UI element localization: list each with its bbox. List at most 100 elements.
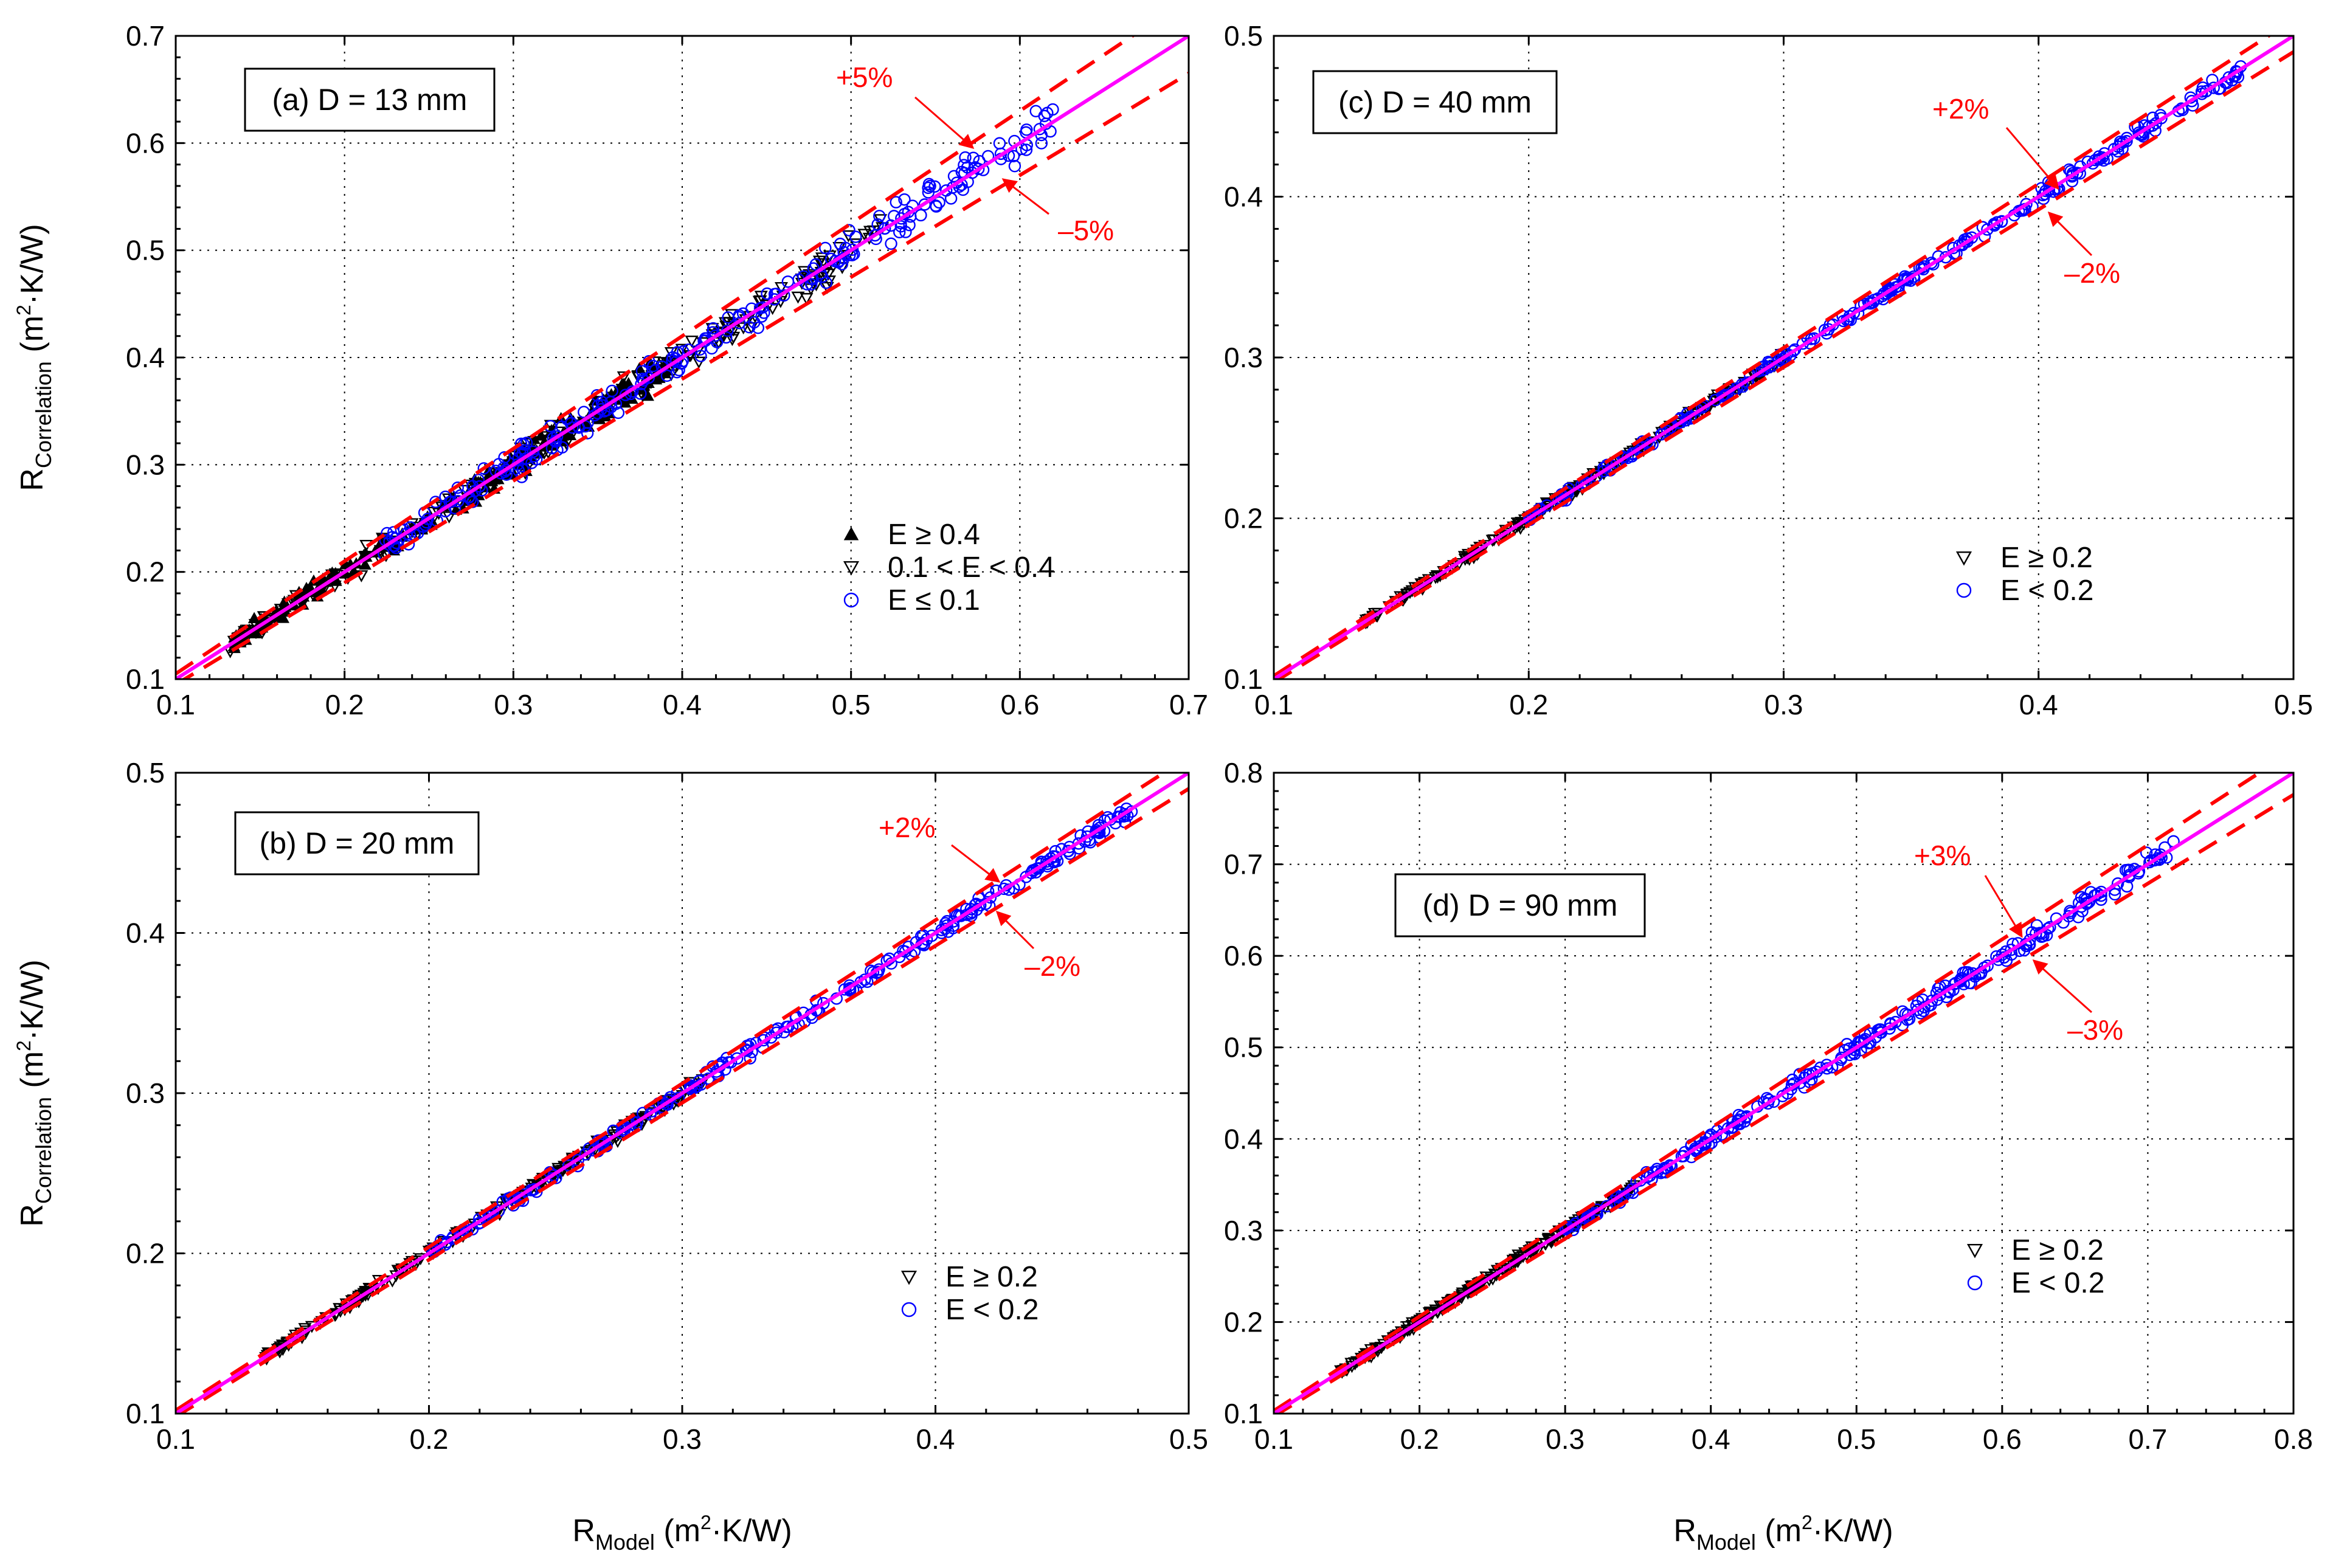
y-tick-label: 0.8 [1224, 757, 1263, 789]
legend: E ≥ 0.2E < 0.2 [900, 1261, 1039, 1326]
y-tick-label: 0.6 [126, 127, 165, 159]
x-tick-label: 0.5 [2274, 689, 2313, 720]
y-tick-label: 0.4 [126, 342, 165, 373]
y-tick-label: 0.5 [126, 757, 165, 789]
data-point [1761, 1097, 1774, 1110]
data-point [537, 431, 551, 444]
data-point [642, 371, 655, 384]
x-tick-label: 0.4 [1692, 1423, 1730, 1455]
data-point [1591, 1203, 1603, 1216]
panel-title: (d) D = 90 mm [1423, 888, 1618, 922]
data-point [2231, 66, 2244, 78]
lower-bound-label: –2% [2064, 257, 2120, 289]
data-point [541, 447, 555, 460]
x-tick-label: 0.4 [2019, 689, 2058, 720]
panel-title: (c) D = 40 mm [1338, 85, 1532, 119]
legend-label: E ≥ 0.2 [2011, 1234, 2104, 1266]
ideal-line [1274, 36, 2293, 679]
data-point [890, 196, 902, 209]
data-point [597, 1136, 610, 1149]
panel-title-box [244, 67, 496, 132]
data-point [1884, 284, 1897, 297]
upper-bound-label: +2% [879, 812, 935, 843]
data-point [770, 1026, 783, 1039]
data-point [328, 580, 342, 593]
data-point [1661, 424, 1674, 438]
legend-marker [1955, 551, 1972, 566]
lower-bound-arrow [2047, 211, 2093, 257]
data-point [1560, 1223, 1572, 1236]
data-point [1031, 862, 1043, 876]
data-point [635, 365, 649, 378]
legend-marker [843, 527, 859, 541]
y-tick-label: 0.3 [126, 449, 165, 480]
plot-frame [175, 35, 1190, 680]
data-point [2017, 944, 2031, 957]
y-axis-label-top: RCorrelation (m2·K/W) [13, 224, 56, 491]
data-point [819, 241, 832, 255]
legend: E ≥ 0.40.1 < E < 0.4E ≤ 0.1 [843, 519, 1055, 616]
y-tick-label: 0.3 [1224, 1215, 1263, 1246]
data-point [1709, 393, 1722, 407]
data-point [634, 387, 647, 400]
lower-bound-line [1275, 50, 2293, 679]
upper-bound-arrow [2005, 127, 2059, 190]
legend-marker [843, 561, 860, 576]
ideal-line [1274, 773, 2293, 1414]
data-point [660, 1097, 673, 1111]
data-point [631, 1116, 643, 1129]
data-point [829, 255, 842, 268]
data-point [1965, 231, 1979, 244]
x-axis-label-left: RModel (m2·K/W) [572, 1511, 792, 1555]
upper-bound-line [176, 36, 1136, 675]
data-point [895, 212, 908, 225]
data-point [1007, 150, 1020, 162]
data-point [556, 441, 569, 454]
data-point [873, 210, 886, 223]
data-point [973, 154, 986, 168]
x-tick-label: 0.8 [2274, 1423, 2313, 1455]
data-point [805, 278, 818, 291]
data-point [1835, 1051, 1848, 1065]
panel-title: (b) D = 20 mm [260, 826, 455, 860]
x-tick-label: 0.5 [1837, 1423, 1876, 1455]
x-tick-label: 0.6 [1983, 1423, 2022, 1455]
data-point [1655, 428, 1668, 441]
data-point [645, 1105, 658, 1118]
data-point [2185, 95, 2198, 108]
x-tick-label: 0.2 [1400, 1423, 1439, 1455]
upper-bound-arrow [1984, 875, 2023, 938]
data-point [2065, 170, 2079, 183]
ideal-line [176, 773, 1189, 1414]
data-point [1981, 223, 1994, 236]
data-point [914, 209, 927, 222]
data-point [959, 151, 972, 164]
data-point [800, 292, 814, 305]
data-point [400, 527, 413, 540]
data-point [940, 184, 953, 197]
reference-lines [176, 36, 1189, 679]
legend-marker [1966, 1244, 1983, 1259]
x-axis-label-right: RModel (m2·K/W) [1673, 1511, 1893, 1555]
data-point [1721, 1122, 1735, 1135]
data-point [566, 421, 579, 434]
data-point [781, 275, 795, 288]
x-tick-label: 0.2 [325, 689, 364, 720]
x-tick-label: 0.2 [410, 1423, 449, 1455]
data-point [1008, 159, 1021, 173]
x-tick-label: 0.3 [663, 1423, 702, 1455]
y-tick-label: 0.1 [126, 663, 165, 695]
data-point [1020, 143, 1033, 156]
data-point [2112, 140, 2125, 153]
data-point [885, 219, 897, 232]
data-point [705, 342, 718, 355]
data-point [2132, 126, 2145, 139]
data-point [1569, 1217, 1582, 1230]
data-point [2148, 854, 2161, 867]
data-point [685, 335, 699, 348]
data-point [1567, 1220, 1580, 1232]
data-point [903, 218, 916, 232]
data-point [685, 1080, 697, 1093]
data-point [2111, 877, 2124, 890]
y-tick-label: 0.3 [126, 1077, 165, 1109]
